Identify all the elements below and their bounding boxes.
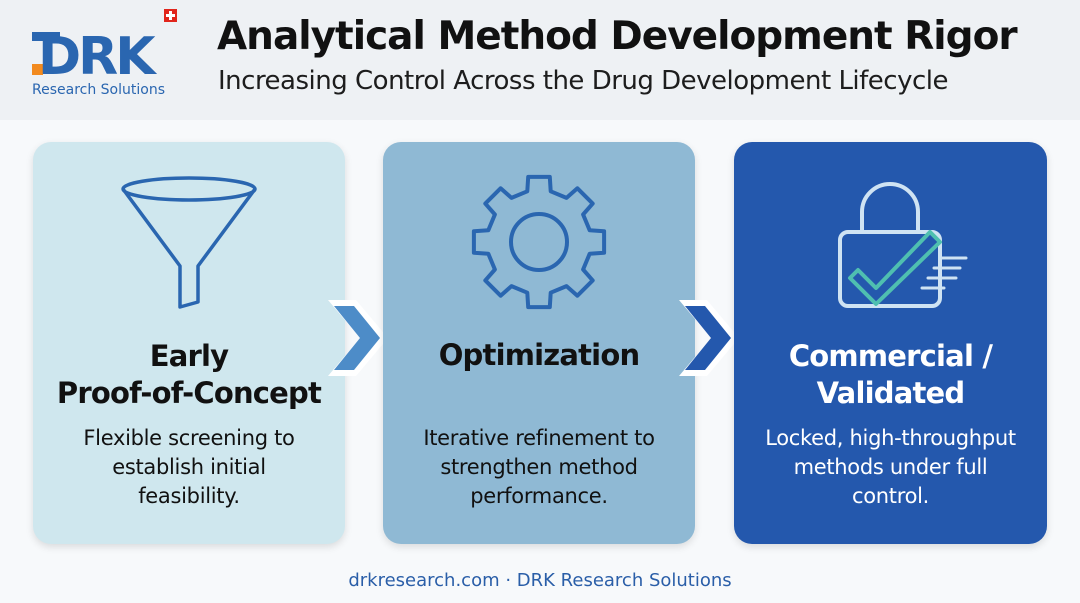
stage-card-optimization: Optimization Iterative refinement to str… [383, 142, 695, 544]
stage-card-commercial: Commercial / Validated Locked, high-thro… [734, 142, 1047, 544]
page-subtitle: Increasing Control Across the Drug Devel… [218, 66, 949, 96]
drk-logo-mark: DRK [32, 9, 177, 87]
stage-title: Early Proof-of-Concept [56, 339, 322, 410]
stage-title: Optimization [438, 338, 640, 372]
footer-text: drkresearch.com · DRK Research Solutions [348, 570, 732, 591]
header: DRK Research Solutions Analytical Method… [0, 0, 1080, 120]
chevron-right-icon [328, 300, 388, 376]
stage-card-early: Early Proof-of-Concept Flexible screenin… [33, 142, 345, 544]
stage-description: Iterative refinement to strengthen metho… [423, 426, 655, 508]
svg-text:DRK: DRK [38, 27, 157, 87]
funnel-icon [121, 176, 257, 309]
page-title: Analytical Method Development Rigor [217, 14, 1018, 59]
chevron-right-icon [679, 300, 739, 376]
stage-title: Commercial / Validated [788, 339, 993, 410]
stage-description: Locked, high-throughput methods under fu… [765, 426, 1016, 508]
stage-description: Flexible screening to establish initial … [83, 426, 295, 508]
lock-check-icon [838, 182, 968, 308]
logo-subtext: Research Solutions [32, 82, 165, 98]
gear-icon [471, 174, 607, 310]
drk-logo: DRK Research Solutions [28, 8, 188, 108]
